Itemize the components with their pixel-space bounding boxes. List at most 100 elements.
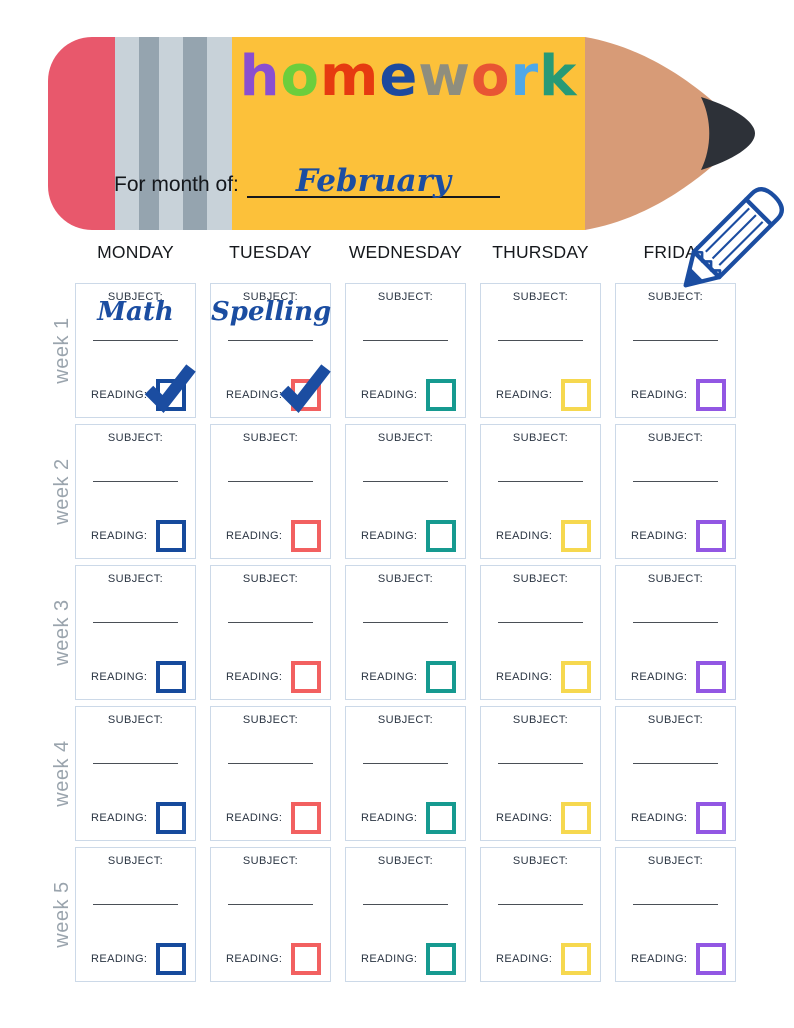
reading-checkbox[interactable] [156,943,186,975]
subject-write-line[interactable] [362,340,449,341]
reading-label: READING: [631,953,688,965]
reading-checkbox[interactable] [426,802,456,834]
reading-checkbox-wrap [279,364,331,414]
reading-label: READING: [361,530,418,542]
subject-label: SUBJECT: [512,855,569,867]
reading-row: READING: [346,802,465,834]
reading-row: READING: [76,520,195,552]
subject-write-line[interactable] [632,481,719,482]
reading-checkbox[interactable] [291,520,321,552]
homework-card: SUBJECT: READING: [75,565,196,700]
weeks-grid: week 1 SUBJECT: Math READING: SUBJECT: Spelli… [51,283,736,988]
reading-checkbox[interactable] [291,802,321,834]
reading-checkbox[interactable] [561,802,591,834]
month-label: For month of: [114,173,239,196]
reading-row: READING: [211,520,330,552]
reading-label: READING: [226,389,283,401]
subject-write-line[interactable] [497,904,584,905]
reading-checkbox[interactable] [426,520,456,552]
subject-label: SUBJECT: [377,573,434,585]
reading-checkbox[interactable] [561,379,591,411]
days-header-row: MONDAY TUESDAY WEDNESDAY THURSDAY FRIDAY [75,242,736,263]
subject-write-line[interactable] [227,904,314,905]
title-letter: e [379,44,419,109]
subject-label: SUBJECT: [512,714,569,726]
subject-write-line[interactable] [632,763,719,764]
subject-write-line[interactable] [632,904,719,905]
reading-row: READING: [76,943,195,975]
reading-checkbox-wrap [291,802,321,834]
reading-checkbox[interactable] [696,802,726,834]
reading-checkbox[interactable] [696,520,726,552]
subject-write-line[interactable] [92,340,179,341]
reading-checkbox[interactable] [291,661,321,693]
day-header-thursday: THURSDAY [492,242,589,262]
reading-checkbox[interactable] [696,661,726,693]
reading-row: READING: [346,661,465,693]
reading-checkbox[interactable] [291,943,321,975]
homework-card: SUBJECT: READING: [480,424,601,559]
subject-write-line[interactable] [632,622,719,623]
reading-checkbox[interactable] [156,661,186,693]
subject-write-line[interactable] [497,622,584,623]
subject-write-line[interactable] [362,904,449,905]
subject-write-line[interactable] [227,340,314,341]
homework-card: SUBJECT: READING: [480,706,601,841]
reading-checkbox[interactable] [156,520,186,552]
reading-checkbox[interactable] [561,943,591,975]
subject-write-line[interactable] [92,904,179,905]
subject-write-line[interactable] [362,622,449,623]
month-write-line[interactable]: February [246,144,500,199]
subject-label: SUBJECT: [512,432,569,444]
subject-write-line[interactable] [362,481,449,482]
subject-label: SUBJECT: [377,714,434,726]
homework-card: SUBJECT: READING: [75,706,196,841]
reading-checkbox[interactable] [426,661,456,693]
day-header-monday: MONDAY [97,242,174,262]
title-letter: k [539,44,578,109]
reading-checkbox[interactable] [156,802,186,834]
reading-label: READING: [91,671,148,683]
reading-checkbox[interactable] [561,520,591,552]
subject-value: Spelling [211,297,332,327]
subject-label: SUBJECT: [377,432,434,444]
reading-checkbox[interactable] [426,379,456,411]
subject-write-line[interactable] [632,340,719,341]
subject-label: SUBJECT: [647,291,704,303]
subject-write-line[interactable] [497,481,584,482]
reading-checkbox-wrap [156,943,186,975]
subject-label: SUBJECT: [107,573,164,585]
subject-label: SUBJECT: [647,432,704,444]
subject-write-line[interactable] [497,763,584,764]
subject-write-line[interactable] [92,481,179,482]
homework-card: SUBJECT: READING: [480,283,601,418]
subject-label: SUBJECT: [107,432,164,444]
pencil-doodle-icon [655,168,794,316]
subject-write-line[interactable] [497,340,584,341]
reading-checkbox-wrap [156,520,186,552]
reading-row: READING: [616,379,735,411]
reading-row: READING: [211,943,330,975]
reading-checkbox[interactable] [426,943,456,975]
subject-write-line[interactable] [362,763,449,764]
reading-checkbox-wrap [561,943,591,975]
subject-write-line[interactable] [227,763,314,764]
reading-checkbox-wrap [291,520,321,552]
subject-write-line[interactable] [227,622,314,623]
reading-label: READING: [91,812,148,824]
reading-checkbox-wrap [156,802,186,834]
subject-write-line[interactable] [92,763,179,764]
reading-checkbox-wrap [291,943,321,975]
reading-checkbox[interactable] [696,943,726,975]
reading-label: READING: [361,812,418,824]
homework-title: homework [232,43,585,110]
subject-write-line[interactable] [227,481,314,482]
pencil-banner: homework For month of: February [48,37,755,230]
reading-checkbox-wrap [426,802,456,834]
reading-checkbox[interactable] [696,379,726,411]
subject-label: SUBJECT: [242,855,299,867]
reading-checkbox[interactable] [561,661,591,693]
reading-label: READING: [91,389,148,401]
subject-write-line[interactable] [92,622,179,623]
homework-card: SUBJECT: READING: [345,706,466,841]
